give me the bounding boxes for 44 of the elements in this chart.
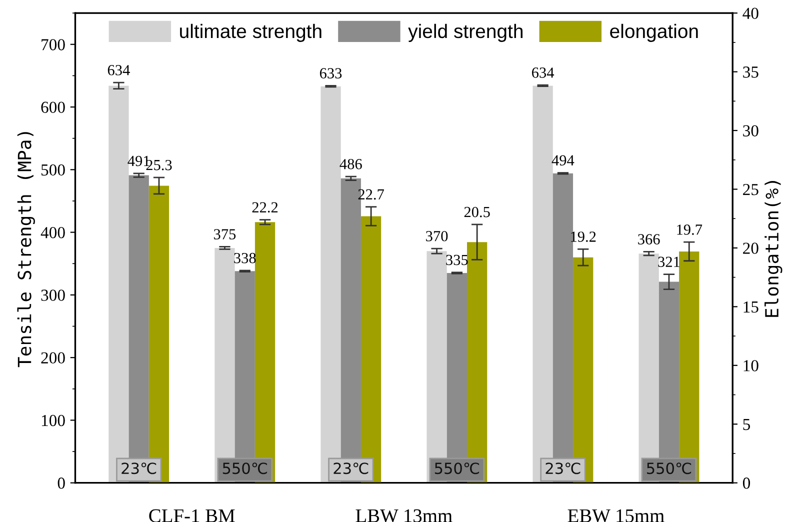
data-label: 634 [532,68,554,78]
text: EBW 15mm [568,509,664,522]
text: LBW 13mm [356,509,452,522]
data-label: 375 [214,229,236,240]
data-label: 22.2 [252,202,278,213]
data-label: 634 [108,65,130,76]
y2-axis-title: Elongation(%) [764,181,782,317]
legend-label: yield strength [408,24,522,42]
data-label: 486 [340,158,362,170]
y-tick-label: 700 [42,39,65,50]
x-tick-label: 550℃ [222,462,267,474]
y-tick-label: 0 [58,478,65,489]
y2-tick-label: 25 [743,184,758,196]
x-tick-label: 23℃ [334,462,368,474]
y-tick-label: 500 [41,164,65,176]
data-label: 633 [320,68,342,78]
y-axis-title: Tensile Strength (MPa) [17,132,35,368]
y2-tick-label: 40 [742,8,758,19]
x-tick-label: 23℃ [546,462,580,474]
data-label: 22.7 [358,189,384,200]
data-label: 366 [638,234,660,244]
y2-tick-label: 10 [744,360,758,372]
data-label: 19.2 [571,232,596,242]
data-label: 19.7 [677,224,702,235]
y2-tick-label: 30 [743,125,758,136]
data-label: 494 [552,155,574,166]
y-tick-label: 600 [41,102,65,113]
text: CLF-1 BM [149,509,235,522]
y-tick-label: 400 [40,226,65,238]
x-tick-label: 550℃ [434,462,480,474]
y-tick-label: 200 [41,352,65,364]
legend-label: ultimate strength [180,24,322,42]
x-tick-label: 550℃ [647,462,692,474]
y2-tick-label: 20 [743,242,758,254]
x-tick-label: 23℃ [122,462,156,474]
data-label: 20.5 [464,206,490,218]
y2-tick-label: 5 [743,418,750,430]
legend-label: elongation [610,24,698,42]
y-tick-label: 300 [41,290,65,301]
y2-tick-label: 35 [743,66,758,78]
y2-tick-label: 15 [744,301,758,313]
y-tick-label: 100 [42,414,65,426]
data-label: 370 [426,230,448,242]
y2-tick-label: 0 [742,478,750,489]
